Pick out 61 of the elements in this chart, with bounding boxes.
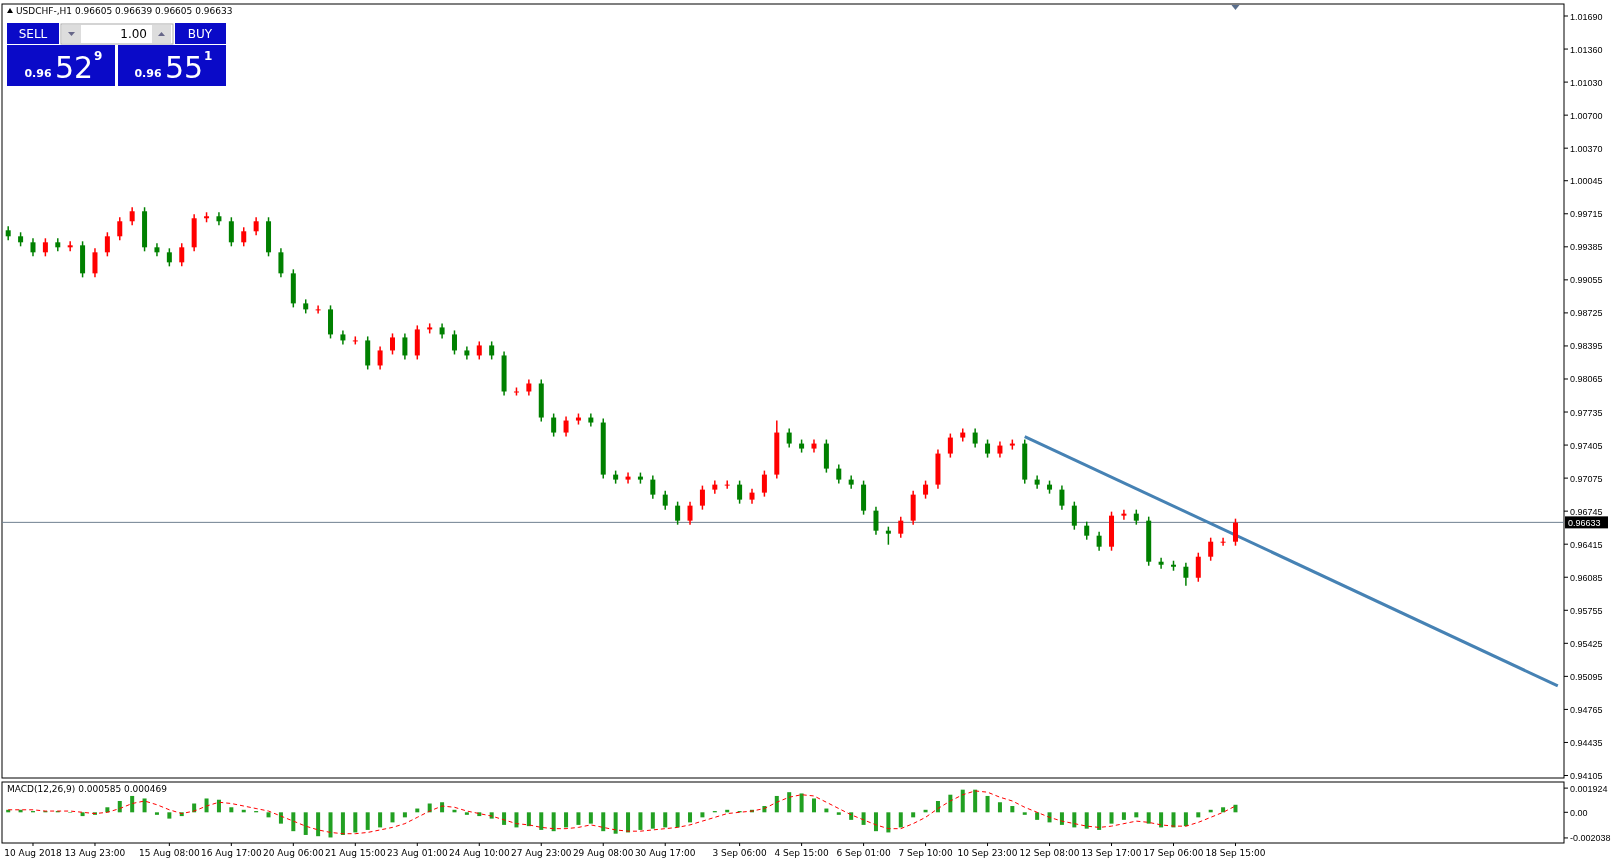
y-tick-label: 1.01360 [1570, 44, 1603, 55]
x-tick-label: 30 Aug 17:00 [634, 848, 696, 858]
y-tick-label: 0.95755 [1570, 605, 1603, 616]
x-tick-label: 6 Sep 01:00 [836, 848, 892, 858]
y-tick-label: 0.001924 [1570, 783, 1608, 794]
annotation: 0.96 [24, 67, 52, 80]
x-tick-label: 18 Sep 15:00 [1205, 848, 1266, 858]
annotation: 1.00 [120, 27, 147, 41]
annotation: 52 [55, 50, 94, 85]
y-tick-label: 0.98725 [1570, 308, 1603, 319]
annotation: BUY [187, 27, 213, 41]
x-tick-label: 10 Aug 2018 [4, 848, 63, 858]
x-tick-label: 7 Sep 10:00 [898, 848, 953, 858]
y-tick-label: 0.00 [1570, 807, 1588, 818]
y-tick-label: 0.94105 [1570, 771, 1603, 781]
y-tick-label: 0.94435 [1570, 737, 1603, 748]
annotation: 9 [94, 49, 103, 63]
y-tick-label: 1.00370 [1570, 143, 1603, 154]
y-tick-label: 0.95425 [1570, 638, 1603, 649]
y-tick-label: 0.94765 [1570, 704, 1603, 715]
x-tick-label: 20 Aug 06:00 [262, 848, 324, 858]
y-tick-label: 0.96745 [1570, 506, 1603, 517]
x-tick-label: 13 Aug 23:00 [64, 848, 126, 858]
x-tick-label: 4 Sep 15:00 [774, 848, 830, 858]
x-tick-label: 16 Aug 17:00 [201, 848, 262, 858]
y-tick-label: 0.96415 [1570, 539, 1603, 550]
x-tick-label: 23 Aug 01:00 [386, 848, 448, 858]
y-tick-label: 0.96085 [1570, 572, 1603, 583]
y-tick-label: 0.98065 [1570, 374, 1603, 385]
y-tick-label: 0.99055 [1570, 275, 1603, 286]
chart-title: USDCHF-,H1 0.96605 0.96639 0.96605 0.96633 [16, 6, 233, 16]
ref-line-label: 0.96633 [1568, 518, 1601, 529]
sell-button: SELL [7, 23, 59, 44]
chart-title: MACD(12,26,9) 0.000585 0.000469 [7, 784, 168, 794]
x-tick-label: 13 Sep 17:00 [1081, 848, 1142, 858]
y-tick-label: 0.99715 [1570, 209, 1603, 220]
annotation: 1 [204, 49, 213, 63]
y-tick-label: 1.01030 [1570, 77, 1603, 88]
x-tick-label: 3 Sep 06:00 [712, 848, 768, 858]
y-tick-label: 0.95095 [1570, 671, 1603, 682]
y-tick-label: 0.98395 [1570, 341, 1603, 352]
x-tick-label: 29 Aug 08:00 [572, 848, 634, 858]
y-tick-label: 0.97075 [1570, 473, 1603, 484]
y-tick-label: -0.002038 [1570, 833, 1611, 844]
x-tick-label: 27 Aug 23:00 [510, 848, 572, 858]
x-tick-label: 15 Aug 08:00 [139, 848, 200, 858]
x-tick-label: 24 Aug 10:00 [448, 848, 510, 858]
x-tick-label: 17 Sep 06:00 [1143, 848, 1204, 858]
x-tick-label: 10 Sep 23:00 [957, 848, 1018, 858]
y-tick-label: 1.01690 [1570, 11, 1603, 22]
y-tick-label: 0.97405 [1570, 440, 1603, 451]
annotation: 55 [165, 50, 204, 85]
annotation: SELL [18, 27, 48, 41]
y-tick-label: 1.00045 [1570, 176, 1603, 187]
x-tick-label: 12 Sep 08:00 [1019, 848, 1080, 858]
x-tick-label: 21 Aug 15:00 [324, 848, 386, 858]
annotation: 0.96 [134, 67, 162, 80]
y-tick-label: 0.97735 [1570, 407, 1603, 418]
y-tick-label: 1.00700 [1570, 110, 1603, 121]
buy-button: BUY [175, 23, 226, 44]
y-tick-label: 0.99385 [1570, 242, 1603, 253]
